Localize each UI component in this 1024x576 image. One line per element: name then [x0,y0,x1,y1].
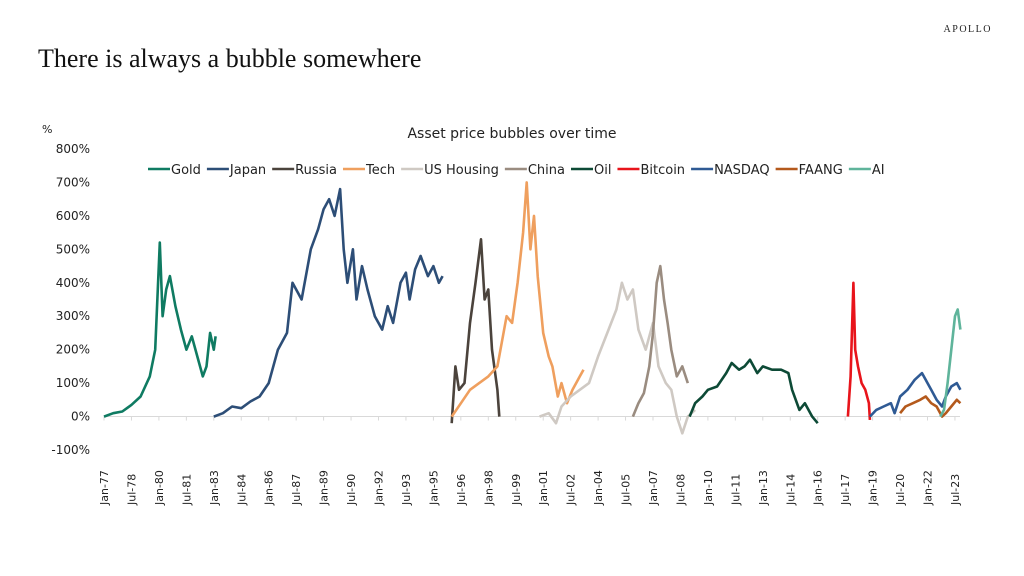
legend-label-oil: Oil [594,163,611,178]
x-tick-label: Jan-83 [208,470,221,506]
series-line-us-housing [539,281,696,435]
x-tick-label: Jan-13 [757,470,770,506]
x-tick-label: Jul-11 [729,474,742,506]
x-tick-label: Jul-93 [400,474,413,506]
x-tick-label: Jan-01 [537,470,550,506]
series-line-bitcoin [846,281,872,420]
series-line-nasdaq [868,371,962,418]
x-tick-label: Jan-22 [922,470,935,506]
x-tick-label: Jul-96 [455,474,468,506]
x-tick-label: Jul-08 [674,474,687,506]
y-tick-label: 100% [56,376,90,390]
legend-label-bitcoin: Bitcoin [640,163,685,178]
y-tick-label: 300% [56,309,90,323]
y-tick-label: 700% [56,175,90,189]
apollo-logo: APOLLO [943,24,992,35]
series-line-gold [103,241,217,418]
legend-label-ai: AI [872,163,885,178]
legend-label-japan: Japan [229,163,266,178]
x-tick-label: Jan-89 [318,470,331,506]
x-tick-label: Jan-77 [98,470,111,506]
x-tick-label: Jan-80 [153,470,166,506]
x-tick-label: Jul-05 [620,474,633,506]
series-line-japan [213,187,444,418]
x-tick-label: Jul-90 [345,474,358,506]
y-tick-label: 500% [56,242,90,256]
y-tick-label: 600% [56,209,90,223]
legend-label-us-housing: US Housing [424,163,499,178]
slide-title: There is always a bubble somewhere [38,44,422,73]
series-line-ai [939,308,962,418]
series-line-tech [450,181,585,418]
x-tick-label: Jan-04 [592,470,605,506]
y-tick-label: 0% [71,410,90,424]
x-tick-label: Jan-95 [427,470,440,506]
x-tick-label: Jul-23 [949,474,962,506]
x-tick-label: Jul-14 [784,474,797,506]
series-line-faang [899,395,962,418]
x-tick-label: Jul-02 [565,474,578,506]
x-tick-label: Jul-17 [839,474,852,506]
legend-label-faang: FAANG [799,163,843,178]
y-axis-label: % [42,123,52,136]
x-tick-label: Jul-84 [235,474,248,506]
x-tick-label: Jan-07 [647,470,660,506]
x-tick-label: Jul-81 [180,474,193,506]
x-tick-label: Jan-16 [812,470,825,506]
x-tick-label: Jul-20 [894,474,907,506]
x-tick-label: Jul-78 [125,474,138,506]
legend-label-gold: Gold [171,163,201,178]
x-tick-label: Jan-10 [702,470,715,506]
x-tick-label: Jul-87 [290,474,303,506]
series-line-china [631,264,690,418]
series-line-russia [450,238,501,424]
y-tick-label: -100% [51,443,90,457]
x-tick-label: Jan-92 [373,470,386,506]
x-tick-label: Jul-99 [510,474,523,506]
x-tick-label: Jan-86 [263,470,276,506]
y-tick-label: 800% [56,142,90,156]
y-tick-label: 200% [56,343,90,357]
x-tick-label: Jan-19 [867,470,880,506]
x-tick-label: Jan-98 [482,470,495,506]
chart-title: Asset price bubbles over time [407,126,616,142]
series-line-oil [688,358,819,425]
legend-label-russia: Russia [295,163,337,178]
y-tick-label: 400% [56,276,90,290]
legend-label-nasdaq: NASDAQ [714,163,770,178]
legend-label-china: China [528,163,565,178]
legend-label-tech: Tech [365,163,395,178]
